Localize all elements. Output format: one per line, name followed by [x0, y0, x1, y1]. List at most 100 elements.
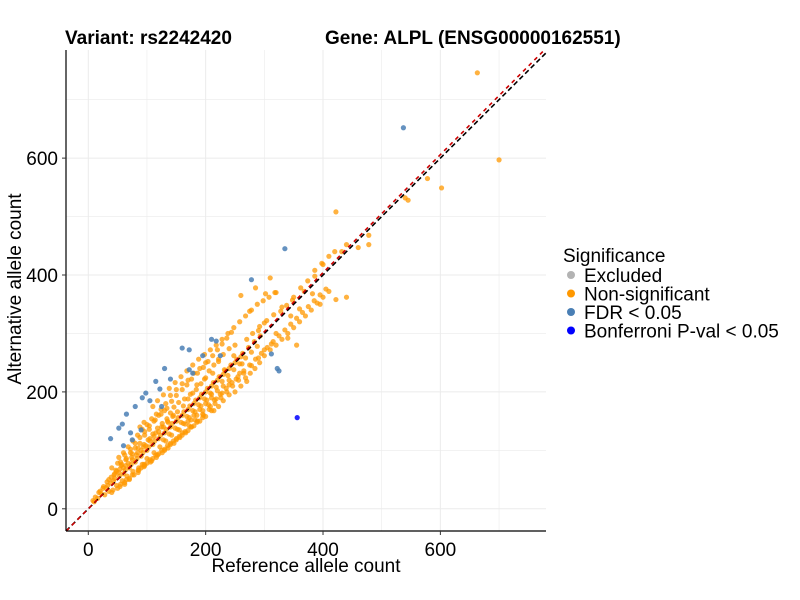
- point-non-significant: [285, 330, 291, 337]
- point-non-significant: [276, 333, 282, 339]
- point-fdr-0-05: [132, 403, 138, 410]
- legend-label-bonferroni-p-val-0-05: Bonferroni P-val < 0.05: [584, 322, 779, 343]
- point-non-significant: [109, 465, 115, 471]
- point-fdr-0-05: [282, 246, 288, 252]
- legend-key-fdr-0-05: [567, 308, 575, 316]
- point-non-significant: [169, 432, 175, 438]
- point-fdr-0-05: [190, 370, 196, 376]
- point-non-significant: [173, 392, 179, 399]
- legend-label-non-significant: Non-significant: [584, 285, 710, 306]
- point-non-significant: [134, 432, 141, 438]
- point-non-significant: [333, 296, 339, 303]
- point-non-significant: [164, 418, 171, 424]
- point-non-significant: [100, 485, 106, 491]
- point-fdr-0-05: [129, 437, 135, 443]
- point-non-significant: [267, 347, 273, 353]
- point-non-significant: [167, 392, 174, 399]
- point-non-significant: [343, 242, 350, 248]
- point-non-significant: [305, 278, 311, 284]
- point-non-significant: [252, 285, 259, 291]
- point-non-significant: [200, 415, 206, 421]
- point-fdr-0-05: [248, 277, 255, 283]
- point-non-significant: [174, 409, 181, 415]
- point-fdr-0-05: [127, 430, 134, 436]
- point-non-significant: [176, 399, 182, 406]
- point-non-significant: [110, 487, 116, 493]
- legend-key-non-significant: [567, 289, 575, 298]
- point-fdr-0-05: [119, 421, 125, 427]
- point-fdr-0-05: [159, 403, 165, 410]
- point-non-significant: [196, 356, 202, 362]
- point-non-significant: [296, 319, 303, 325]
- point-fdr-0-05: [167, 376, 174, 382]
- point-non-significant: [125, 444, 131, 450]
- y-tick-label: 400: [26, 266, 58, 287]
- point-fdr-0-05: [186, 347, 192, 353]
- point-non-significant: [211, 362, 217, 368]
- point-non-significant: [285, 335, 291, 341]
- point-non-significant: [135, 445, 141, 451]
- point-non-significant: [194, 419, 200, 425]
- data-points: [90, 70, 502, 505]
- point-non-significant: [326, 253, 332, 259]
- point-non-significant: [171, 404, 177, 410]
- point-non-significant: [314, 300, 320, 306]
- point-non-significant: [260, 298, 266, 304]
- chart-title-variant: Variant: rs2242420: [65, 28, 232, 49]
- point-non-significant: [279, 336, 285, 342]
- point-non-significant: [169, 398, 175, 404]
- point-non-significant: [153, 430, 159, 436]
- point-non-significant: [231, 325, 237, 331]
- point-non-significant: [299, 309, 306, 316]
- point-non-significant: [220, 398, 226, 404]
- point-non-significant: [326, 288, 332, 294]
- point-non-significant: [248, 349, 255, 355]
- point-non-significant: [129, 451, 135, 457]
- point-non-significant: [123, 476, 130, 483]
- point-fdr-0-05: [116, 425, 122, 431]
- point-non-significant: [247, 362, 253, 368]
- point-fdr-0-05: [213, 338, 219, 344]
- point-non-significant: [282, 327, 288, 333]
- reference-lines: [65, 49, 547, 532]
- point-non-significant: [211, 397, 218, 403]
- point-fdr-0-05: [120, 443, 127, 449]
- point-non-significant: [294, 342, 300, 348]
- point-non-significant: [241, 368, 247, 374]
- point-non-significant: [215, 403, 222, 410]
- y-tick-label: 600: [26, 149, 58, 170]
- point-fdr-0-05: [217, 353, 223, 359]
- point-fdr-0-05: [153, 378, 159, 384]
- point-non-significant: [270, 339, 276, 345]
- point-non-significant: [232, 342, 238, 348]
- point-non-significant: [264, 317, 270, 324]
- point-non-significant: [238, 292, 244, 299]
- point-non-significant: [187, 391, 194, 397]
- chart-title-gene: Gene: ALPL (ENSG00000162551): [325, 28, 621, 49]
- point-non-significant: [320, 294, 326, 300]
- point-fdr-0-05: [268, 351, 274, 357]
- point-non-significant: [164, 443, 171, 449]
- point-fdr-0-05: [208, 336, 215, 342]
- point-non-significant: [235, 374, 241, 380]
- point-non-significant: [211, 408, 217, 414]
- point-non-significant: [134, 450, 141, 456]
- point-non-significant: [262, 291, 269, 297]
- point-non-significant: [296, 306, 303, 312]
- point-non-significant: [184, 382, 190, 388]
- point-fdr-0-05: [147, 398, 153, 404]
- point-non-significant: [250, 330, 256, 337]
- point-non-significant: [242, 313, 249, 319]
- point-non-significant: [214, 347, 220, 353]
- point-non-significant: [278, 308, 284, 314]
- point-non-significant: [214, 388, 220, 394]
- point-non-significant: [291, 294, 297, 300]
- point-non-significant: [217, 391, 223, 397]
- point-non-significant: [231, 353, 237, 359]
- point-non-significant: [225, 330, 231, 337]
- point-non-significant: [154, 425, 161, 431]
- point-fdr-0-05: [138, 427, 144, 433]
- point-non-significant: [294, 315, 300, 321]
- point-non-significant: [302, 313, 309, 319]
- point-non-significant: [237, 361, 243, 367]
